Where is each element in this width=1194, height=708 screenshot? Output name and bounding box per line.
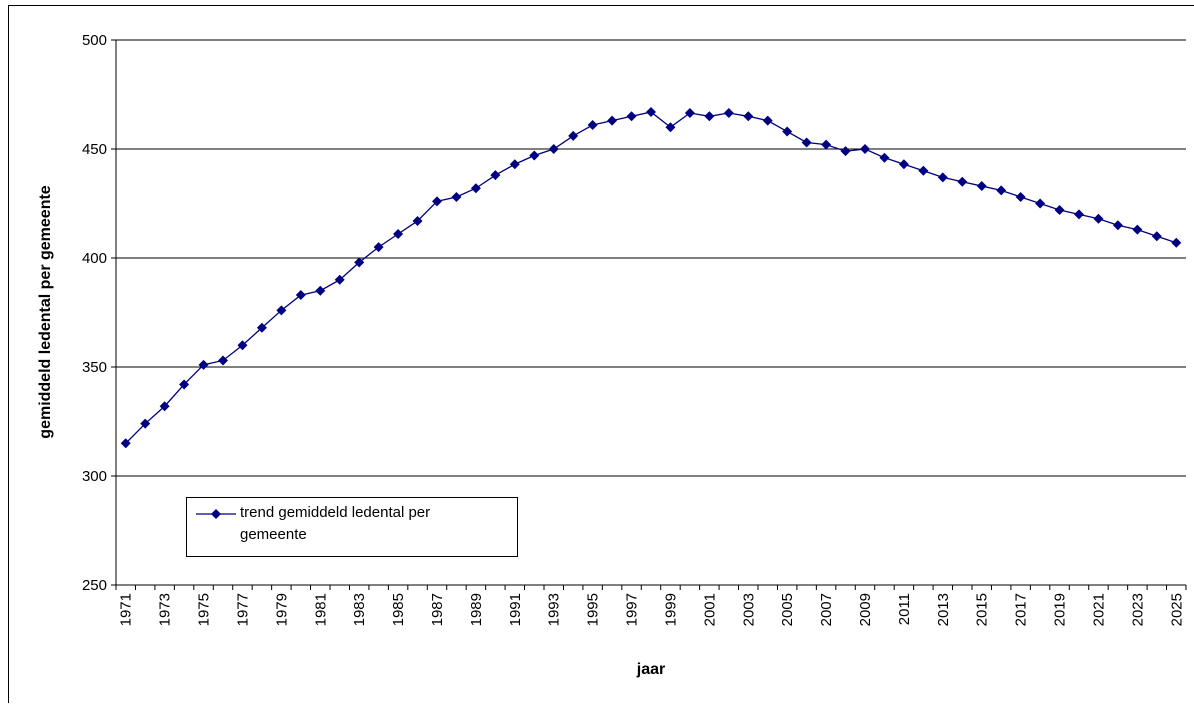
marker bbox=[1132, 225, 1142, 235]
x-tick-label: 1983 bbox=[351, 593, 368, 626]
x-tick-label: 1973 bbox=[157, 593, 174, 626]
marker bbox=[938, 172, 948, 182]
x-tick-label: 1971 bbox=[118, 593, 135, 626]
x-tick-label: 2003 bbox=[740, 593, 757, 626]
x-tick-label: 2023 bbox=[1129, 593, 1146, 626]
marker bbox=[1152, 231, 1162, 241]
x-tick-label: 2025 bbox=[1168, 593, 1185, 626]
legend-text-box: trend gemiddeld ledental per gemeente bbox=[240, 502, 515, 554]
marker bbox=[627, 111, 637, 121]
marker bbox=[1035, 199, 1045, 209]
marker bbox=[315, 286, 325, 296]
x-tick-label: 2001 bbox=[701, 593, 718, 626]
x-tick-label: 2021 bbox=[1090, 593, 1107, 626]
x-tick-label: 1981 bbox=[312, 593, 329, 626]
marker bbox=[996, 185, 1006, 195]
marker bbox=[704, 111, 714, 121]
marker bbox=[899, 159, 909, 169]
x-tick-label: 1993 bbox=[546, 593, 563, 626]
x-tick-label: 2009 bbox=[857, 593, 874, 626]
marker bbox=[510, 159, 520, 169]
x-tick-label: 1977 bbox=[234, 593, 251, 626]
x-tick-label: 1985 bbox=[390, 593, 407, 626]
marker bbox=[1016, 192, 1026, 202]
marker bbox=[821, 140, 831, 150]
x-tick-label: 2017 bbox=[1013, 593, 1030, 626]
x-tick-label: 1987 bbox=[429, 593, 446, 626]
y-axis-title: gemiddeld ledental per gemeente bbox=[37, 185, 54, 439]
x-tick-label: 1995 bbox=[585, 593, 602, 626]
x-tick-label: 2015 bbox=[974, 593, 991, 626]
marker bbox=[490, 170, 500, 180]
marker bbox=[1093, 214, 1103, 224]
y-tick-label: 500 bbox=[82, 32, 107, 49]
marker bbox=[1113, 220, 1123, 230]
marker bbox=[451, 192, 461, 202]
x-tick-label: 1975 bbox=[196, 593, 213, 626]
marker bbox=[841, 146, 851, 156]
marker bbox=[549, 144, 559, 154]
x-tick-label: 2011 bbox=[896, 593, 913, 625]
x-tick-label: 2013 bbox=[935, 593, 952, 626]
x-tick-label: 1989 bbox=[468, 593, 485, 626]
x-tick-label: 1991 bbox=[507, 593, 524, 626]
marker bbox=[1055, 205, 1065, 215]
x-tick-label: 1979 bbox=[273, 593, 290, 626]
marker bbox=[568, 131, 578, 141]
y-tick-label: 450 bbox=[82, 141, 107, 158]
marker bbox=[782, 127, 792, 137]
x-tick-label: 1997 bbox=[624, 593, 641, 626]
x-tick-label: 2005 bbox=[779, 593, 796, 626]
marker bbox=[685, 108, 695, 118]
marker bbox=[918, 166, 928, 176]
marker bbox=[607, 116, 617, 126]
y-tick-label: 350 bbox=[82, 359, 107, 376]
marker bbox=[879, 153, 889, 163]
marker bbox=[977, 181, 987, 191]
legend-label: trend gemiddeld ledental per gemeente bbox=[240, 502, 500, 546]
x-tick-label: 1999 bbox=[662, 593, 679, 626]
marker bbox=[860, 144, 870, 154]
marker bbox=[957, 177, 967, 187]
marker bbox=[802, 137, 812, 147]
marker bbox=[471, 183, 481, 193]
y-tick-label: 400 bbox=[82, 250, 107, 267]
marker bbox=[724, 108, 734, 118]
marker bbox=[529, 151, 539, 161]
x-tick-label: 2019 bbox=[1052, 593, 1069, 626]
y-tick-label: 250 bbox=[82, 577, 107, 594]
marker bbox=[393, 229, 403, 239]
marker bbox=[588, 120, 598, 130]
series-line bbox=[126, 112, 1177, 443]
marker bbox=[743, 111, 753, 121]
x-tick-label: 2007 bbox=[818, 593, 835, 626]
marker bbox=[1074, 209, 1084, 219]
marker bbox=[763, 116, 773, 126]
marker bbox=[1171, 238, 1181, 248]
y-tick-label: 300 bbox=[82, 468, 107, 485]
x-axis-title: jaar bbox=[636, 661, 665, 678]
